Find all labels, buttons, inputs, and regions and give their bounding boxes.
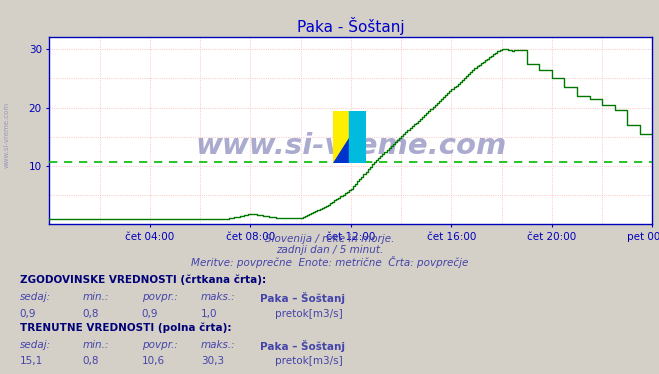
- Text: Slovenija / reke in morje.: Slovenija / reke in morje.: [265, 234, 394, 244]
- Text: 15,1: 15,1: [20, 356, 43, 366]
- Text: www.si-vreme.com: www.si-vreme.com: [195, 132, 507, 160]
- Text: sedaj:: sedaj:: [20, 292, 51, 303]
- Text: min.:: min.:: [82, 340, 109, 350]
- Text: ZGODOVINSKE VREDNOSTI (črtkana črta):: ZGODOVINSKE VREDNOSTI (črtkana črta):: [20, 275, 266, 285]
- Title: Paka - Šoštanj: Paka - Šoštanj: [297, 17, 405, 35]
- Text: 10,6: 10,6: [142, 356, 165, 366]
- Text: maks.:: maks.:: [201, 340, 236, 350]
- Text: 0,9: 0,9: [142, 309, 158, 319]
- Text: pretok[m3/s]: pretok[m3/s]: [275, 356, 343, 366]
- Text: pretok[m3/s]: pretok[m3/s]: [275, 309, 343, 319]
- Text: 1,0: 1,0: [201, 309, 217, 319]
- Text: povpr.:: povpr.:: [142, 340, 177, 350]
- Text: maks.:: maks.:: [201, 292, 236, 303]
- Text: povpr.:: povpr.:: [142, 292, 177, 303]
- Text: 0,9: 0,9: [20, 309, 36, 319]
- Text: sedaj:: sedaj:: [20, 340, 51, 350]
- Text: min.:: min.:: [82, 292, 109, 303]
- Text: TRENUTNE VREDNOSTI (polna črta):: TRENUTNE VREDNOSTI (polna črta):: [20, 322, 231, 333]
- Text: 30,3: 30,3: [201, 356, 224, 366]
- Text: zadnji dan / 5 minut.: zadnji dan / 5 minut.: [276, 245, 383, 255]
- Text: www.si-vreme.com: www.si-vreme.com: [3, 102, 10, 168]
- Text: Paka – Šoštanj: Paka – Šoštanj: [260, 292, 345, 304]
- Text: Paka – Šoštanj: Paka – Šoštanj: [260, 340, 345, 352]
- Text: 0,8: 0,8: [82, 309, 99, 319]
- Text: 0,8: 0,8: [82, 356, 99, 366]
- Text: Meritve: povprečne  Enote: metrične  Črta: povprečje: Meritve: povprečne Enote: metrične Črta:…: [191, 256, 468, 268]
